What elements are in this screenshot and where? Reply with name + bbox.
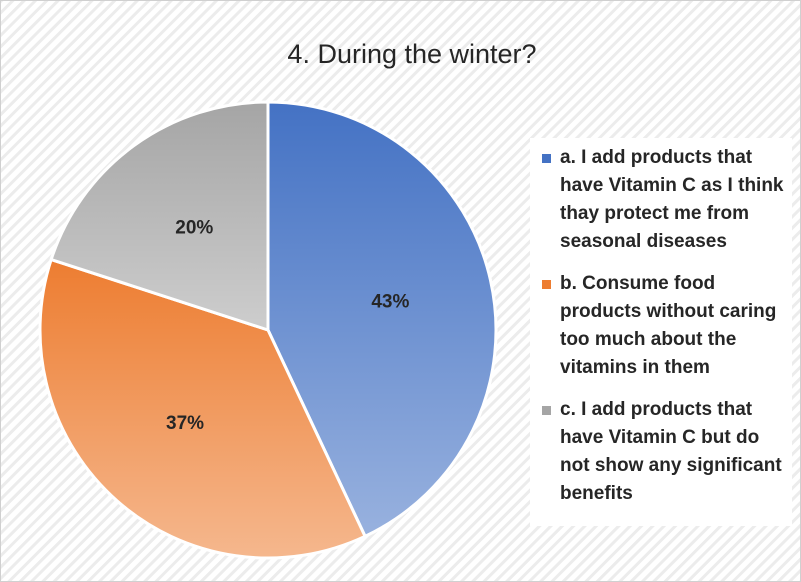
data-label: 37% — [166, 413, 204, 434]
chart-title: 4. During the winter? — [287, 39, 536, 69]
slice-shading — [51, 102, 268, 330]
legend-entry: b. Consume food products without caring … — [530, 270, 792, 382]
data-label: 20% — [175, 218, 213, 239]
legend-label: c. I add products that have Vitamin C bu… — [560, 399, 782, 504]
legend-entry: c. I add products that have Vitamin C bu… — [530, 396, 792, 508]
legend-swatch — [542, 154, 551, 163]
legend: a. I add products that have Vitamin C as… — [530, 138, 792, 526]
legend-label: a. I add products that have Vitamin C as… — [560, 147, 784, 252]
legend-entry: a. I add products that have Vitamin C as… — [530, 144, 792, 256]
legend-swatch — [542, 406, 551, 415]
pie: 43% 37% 20% — [38, 100, 498, 560]
slice-shading — [39, 259, 366, 559]
slice-shading — [268, 102, 497, 537]
legend-label: b. Consume food products without caring … — [560, 273, 777, 378]
data-label: 43% — [371, 292, 409, 313]
legend-swatch — [542, 280, 551, 289]
